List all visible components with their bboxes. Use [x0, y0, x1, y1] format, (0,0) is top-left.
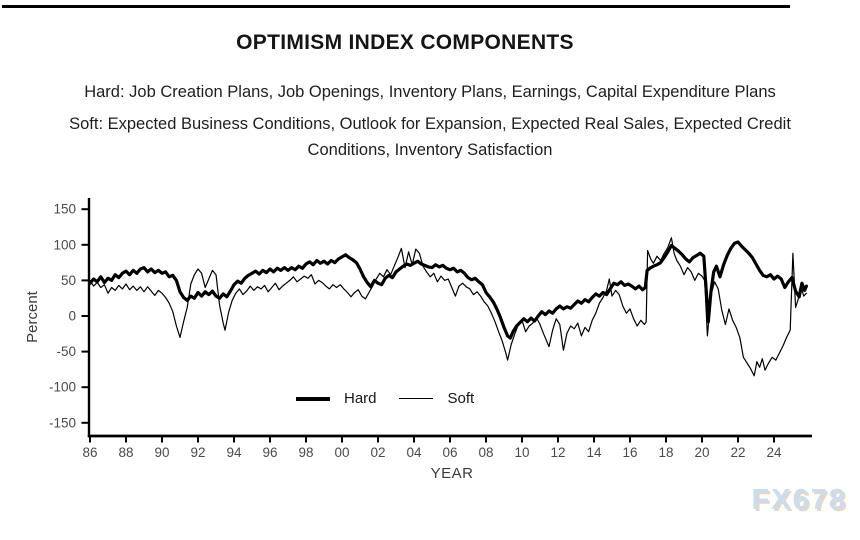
svg-text:90: 90 — [154, 445, 169, 460]
svg-text:0: 0 — [68, 309, 76, 324]
chart-title: OPTIMISM INDEX COMPONENTS — [236, 31, 574, 54]
top-divider — [2, 5, 790, 8]
chart-legend: Hard Soft — [296, 390, 474, 407]
svg-text:06: 06 — [442, 445, 457, 460]
svg-text:-100: -100 — [49, 380, 76, 395]
svg-text:92: 92 — [190, 445, 205, 460]
y-ticks: 150 100 50 0 -50 -100 -150 — [49, 202, 89, 430]
soft-components-line: Soft: Expected Business Conditions, Outl… — [69, 115, 791, 159]
soft-legend-label: Soft — [447, 390, 475, 407]
hard-legend-line-swatch — [296, 396, 330, 401]
soft-legend-line-swatch — [398, 397, 433, 400]
svg-text:100: 100 — [53, 237, 76, 252]
svg-text:16: 16 — [622, 445, 637, 460]
x-ticks: 86 88 90 92 94 96 98 00 02 04 06 08 10 12 14 16 18 20 22 24 — [82, 436, 782, 460]
svg-text:98: 98 — [298, 445, 313, 460]
svg-text:18: 18 — [658, 445, 673, 460]
hard-components-line: Hard: Job Creation Plans, Job Openings, … — [84, 83, 776, 101]
hard-legend-label: Hard — [344, 390, 377, 407]
svg-text:04: 04 — [406, 445, 422, 460]
svg-text:94: 94 — [226, 445, 242, 460]
soft-series-line — [89, 237, 807, 377]
svg-text:-50: -50 — [56, 344, 76, 359]
svg-text:88: 88 — [118, 445, 133, 460]
svg-text:08: 08 — [478, 445, 493, 460]
x-axis-label: YEAR — [431, 465, 474, 482]
svg-text:02: 02 — [370, 445, 385, 460]
svg-text:14: 14 — [586, 445, 602, 460]
svg-text:86: 86 — [82, 445, 97, 460]
svg-text:24: 24 — [766, 445, 782, 460]
y-axis-label: Percent — [24, 290, 41, 343]
svg-text:-150: -150 — [49, 415, 76, 430]
svg-text:10: 10 — [514, 445, 529, 460]
watermark: FX678 — [751, 484, 847, 516]
hard-series-line — [88, 240, 808, 340]
svg-text:12: 12 — [550, 445, 565, 460]
svg-text:50: 50 — [61, 273, 76, 288]
svg-text:96: 96 — [262, 445, 277, 460]
svg-text:20: 20 — [694, 445, 709, 460]
svg-text:150: 150 — [53, 202, 76, 217]
svg-text:00: 00 — [334, 445, 349, 460]
svg-text:22: 22 — [730, 445, 745, 460]
